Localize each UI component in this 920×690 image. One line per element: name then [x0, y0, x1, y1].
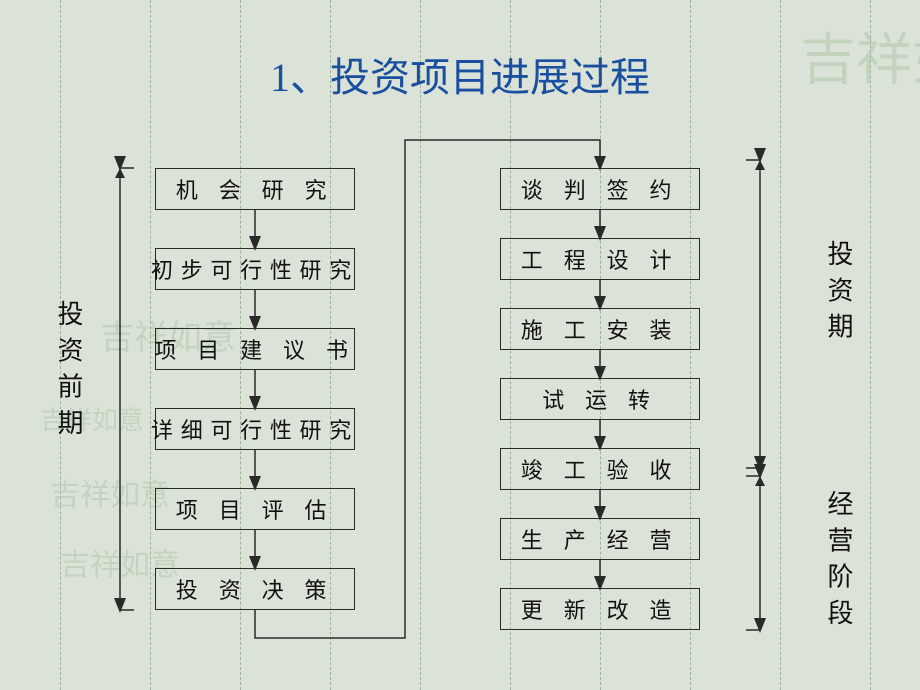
flow-node-n1: 机 会 研 究 [155, 168, 355, 210]
flow-node-n4: 详细可行性研究 [155, 408, 355, 450]
flow-node-r2: 工 程 设 计 [500, 238, 700, 280]
phase-label-p3: 经营阶段 [820, 490, 857, 636]
grid-line [780, 0, 781, 690]
slide-background [0, 0, 920, 690]
flow-node-r4: 试 运 转 [500, 378, 700, 420]
phase-label-p2: 投资期 [820, 240, 857, 349]
flow-node-r1: 谈 判 签 约 [500, 168, 700, 210]
flow-node-r5: 竣 工 验 收 [500, 448, 700, 490]
page-title: 1、投资项目进展过程 [0, 45, 920, 103]
flow-node-r6: 生 产 经 营 [500, 518, 700, 560]
phase-label-p1: 投资前期 [50, 300, 87, 446]
flow-node-n6: 投 资 决 策 [155, 568, 355, 610]
flow-node-r7: 更 新 改 造 [500, 588, 700, 630]
flow-node-r3: 施 工 安 装 [500, 308, 700, 350]
flow-node-n5: 项 目 评 估 [155, 488, 355, 530]
flow-node-n2: 初步可行性研究 [155, 248, 355, 290]
flow-node-n3: 项 目 建 议 书 [155, 328, 355, 370]
grid-line [870, 0, 871, 690]
grid-line [420, 0, 421, 690]
grid-line [150, 0, 151, 690]
